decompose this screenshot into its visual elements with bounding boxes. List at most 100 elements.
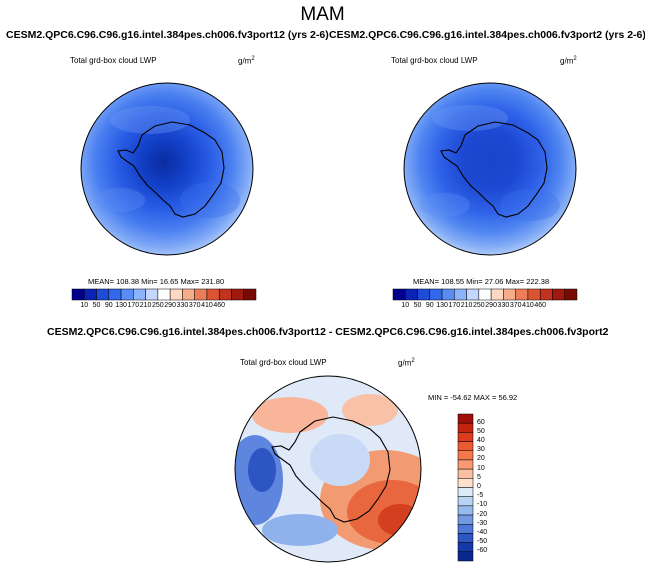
colorbar-tick-label: 290: [485, 302, 497, 309]
colorbar-swatch: [564, 288, 578, 301]
colorbar-swatch: [490, 288, 504, 301]
colorbar-swatch: [71, 288, 85, 301]
panel1-stats: MEAN= 108.38 Min= 16.65 Max= 231.80: [88, 277, 225, 286]
colorbar-tick-label: 50: [477, 427, 485, 435]
panel2-antarctica-coastline: [440, 121, 548, 218]
colorbar-swatch: [169, 288, 183, 301]
colorbar-swatch: [457, 468, 474, 479]
colorbar-swatch: [405, 288, 418, 301]
colorbar-tick-label: 90: [104, 302, 113, 309]
colorbar-tick-label: -30: [477, 519, 488, 527]
colorbar-tick-label: 460: [213, 302, 226, 309]
page-title: MAM: [300, 4, 345, 25]
colorbar-tick-label: 0: [477, 483, 481, 490]
colorbar-swatch: [392, 288, 406, 301]
panel1-experiment-title: CESM2.QPC6.C96.C96.g16.intel.384pes.ch00…: [6, 29, 329, 41]
colorbar-tick-label: 50: [92, 302, 101, 309]
colorbar-tick-label: -10: [477, 501, 488, 509]
colorbar-tick-label: 330: [176, 302, 189, 309]
colorbar-swatch: [457, 478, 474, 488]
panel2-variable-label: Total grd-box cloud LWP: [391, 56, 478, 65]
panel1-units: g/m2: [238, 56, 255, 66]
colorbar-swatch: [243, 288, 257, 301]
colorbar-swatch: [457, 422, 474, 433]
colorbar-tick-label: 170: [448, 302, 461, 309]
colorbar-swatch: [457, 432, 474, 442]
panel1-map: [80, 82, 254, 256]
colorbar-swatch: [478, 288, 492, 301]
panel3-experiment-title: CESM2.QPC6.C96.C96.g16.intel.384pes.ch00…: [47, 326, 609, 338]
colorbar-tick-label: 210: [460, 302, 473, 309]
panel3-units: g/m2: [398, 358, 415, 368]
colorbar-swatch: [457, 551, 474, 562]
colorbar-swatch: [527, 288, 541, 301]
panel2-colorbar: [392, 288, 578, 301]
colorbar-swatch: [429, 288, 443, 301]
colorbar-swatch: [231, 288, 244, 301]
panel2-map: [403, 82, 577, 256]
colorbar-tick-label: -5: [477, 492, 484, 500]
colorbar-swatch: [454, 288, 467, 301]
colorbar-swatch: [206, 288, 220, 301]
colorbar-tick-label: 20: [477, 455, 485, 463]
colorbar-tick-label: -60: [477, 547, 488, 555]
panel3-map: [234, 375, 422, 563]
colorbar-swatch: [552, 288, 565, 301]
colorbar-swatch: [457, 533, 474, 543]
colorbar-tick-label: 170: [127, 302, 140, 309]
panel2-experiment-title: CESM2.QPC6.C96.C96.g16.intel.384pes.ch00…: [329, 29, 645, 41]
panel3-variable-label: Total grd-box cloud LWP: [240, 358, 327, 367]
colorbar-tick-label: -40: [477, 528, 488, 536]
colorbar-tick-label: 250: [152, 302, 164, 309]
colorbar-tick-label: 60: [477, 418, 485, 426]
panel3-colorbar: [457, 413, 474, 562]
colorbar-tick-label: 90: [425, 302, 434, 309]
colorbar-tick-label: 410: [522, 302, 534, 309]
colorbar-tick-label: 290: [164, 302, 176, 309]
colorbar-tick-label: 370: [509, 302, 522, 309]
colorbar-swatch: [108, 288, 122, 301]
colorbar-swatch: [218, 288, 232, 301]
colorbar-tick-label: 10: [477, 464, 485, 472]
colorbar-tick-label: 210: [139, 302, 152, 309]
colorbar-swatch: [457, 487, 474, 497]
colorbar-swatch: [457, 505, 474, 516]
colorbar-swatch: [457, 514, 474, 525]
colorbar-swatch: [84, 288, 97, 301]
colorbar-swatch: [539, 288, 553, 301]
colorbar-tick-label: 410: [201, 302, 213, 309]
colorbar-tick-label: 370: [188, 302, 201, 309]
colorbar-tick-label: 40: [477, 437, 485, 445]
colorbar-tick-label: -50: [477, 538, 488, 546]
colorbar-swatch: [441, 288, 455, 301]
colorbar-swatch: [515, 288, 529, 301]
colorbar-swatch: [457, 496, 474, 507]
colorbar-swatch: [120, 288, 134, 301]
panel2-stats: MEAN= 108.55 Min= 27.06 Max= 222.38: [413, 277, 550, 286]
colorbar-swatch: [157, 288, 171, 301]
colorbar-swatch: [194, 288, 208, 301]
colorbar-swatch: [457, 441, 474, 451]
colorbar-tick-label: 130: [436, 302, 448, 309]
colorbar-swatch: [466, 288, 480, 301]
panel1-colorbar: [71, 288, 257, 301]
colorbar-tick-label: 5: [477, 473, 481, 481]
colorbar-swatch: [457, 459, 474, 470]
panel1-antarctica-coastline: [117, 121, 225, 218]
colorbar-swatch: [457, 450, 474, 461]
colorbar-tick-label: 10: [401, 302, 410, 309]
colorbar-tick-label: 330: [497, 302, 510, 309]
colorbar-swatch: [457, 542, 474, 553]
colorbar-swatch: [457, 524, 474, 534]
colorbar-tick-label: -20: [477, 510, 488, 518]
colorbar-swatch: [133, 288, 146, 301]
panel1-variable-label: Total grd-box cloud LWP: [70, 56, 157, 65]
colorbar-tick-label: 460: [534, 302, 547, 309]
colorbar-swatch: [145, 288, 159, 301]
colorbar-swatch: [503, 288, 516, 301]
colorbar-swatch: [182, 288, 195, 301]
colorbar-tick-label: 50: [413, 302, 422, 309]
colorbar-tick-label: 250: [473, 302, 485, 309]
panel2-units: g/m2: [560, 56, 577, 66]
